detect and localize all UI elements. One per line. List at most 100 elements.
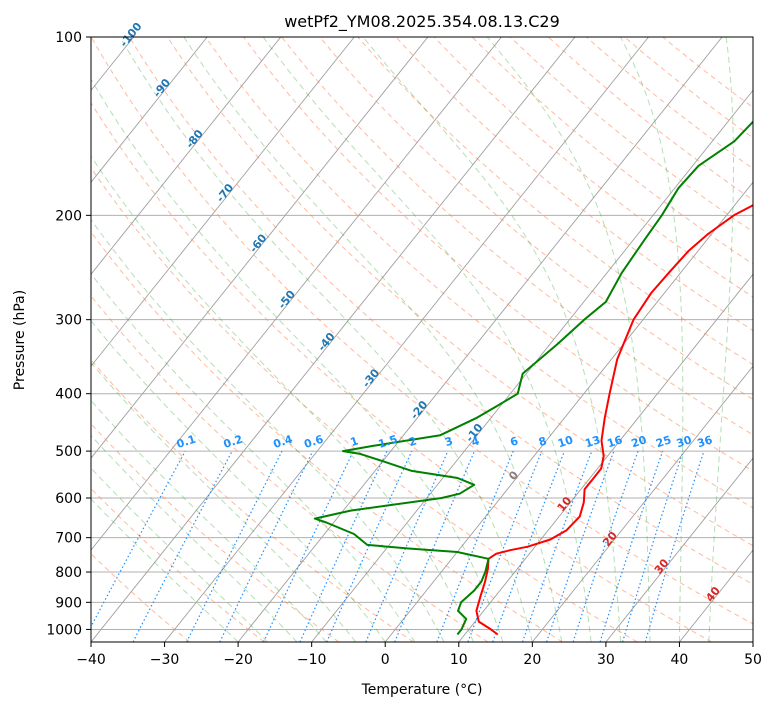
moist-adiabat (119, 37, 533, 642)
isotherm-label: -30 (360, 366, 383, 390)
mixing-ratio-line (365, 450, 449, 642)
isotherm-line (752, 641, 753, 642)
mixing-ratio-label: 20 (630, 433, 649, 450)
dry-adiabat (91, 295, 489, 642)
x-tick-label: −20 (223, 652, 253, 668)
moist-adiabat (91, 320, 386, 642)
mixing-ratio-line (326, 450, 413, 642)
mixing-ratio-line (599, 450, 664, 642)
isotherm-line (91, 37, 208, 183)
isotherm-line (91, 37, 502, 551)
mixing-ratio-label: 36 (696, 433, 715, 450)
mixing-ratio-label: 2 (407, 434, 418, 449)
mixing-ratio-line (91, 450, 186, 628)
y-tick-label: 800 (55, 565, 82, 581)
isotherm-line (0, 37, 60, 642)
mixing-ratio-line (572, 450, 639, 642)
x-tick-label: 0 (381, 652, 390, 668)
x-tick-label: −30 (150, 652, 180, 668)
isotherm-label: 20 (600, 529, 620, 549)
isotherm-line (458, 273, 753, 642)
y-tick-label: 700 (55, 531, 82, 547)
moist-adiabat (620, 37, 684, 642)
isotherm-line (605, 457, 753, 642)
y-axis-title: Pressure (hPa) (12, 290, 28, 390)
mixing-ratio-line (394, 450, 476, 642)
y-tick-label: 1000 (46, 622, 82, 638)
dry-adiabat (509, 37, 753, 233)
dry-adiabat (91, 102, 713, 642)
dry-adiabat (91, 37, 753, 625)
isotherm-label: 30 (652, 556, 672, 576)
dry-adiabat (128, 37, 753, 585)
mixing-ratio-line (546, 450, 615, 642)
plot-frame (90, 36, 754, 643)
x-tick-label: 40 (671, 652, 689, 668)
moist-adiabat (486, 37, 651, 642)
mixing-ratio-label: 1.5 (377, 433, 400, 451)
mixing-ratio-label: 13 (583, 433, 602, 450)
isotherm-line (531, 365, 753, 642)
isotherm-line (311, 89, 753, 642)
temperature-line (475, 204, 753, 636)
isotherm-line (91, 37, 282, 275)
mixing-ratio-label: 16 (605, 433, 624, 450)
isotherm-label: 10 (555, 494, 575, 514)
x-tick-label: 30 (597, 652, 615, 668)
dry-adiabat (166, 37, 753, 547)
moist-adiabat (91, 273, 416, 642)
isotherm-line (164, 37, 649, 642)
y-tick-label: 300 (55, 313, 82, 329)
mixing-ratio-label: 10 (556, 433, 575, 450)
mixing-ratio-line (219, 450, 314, 642)
mixing-ratio-line (644, 450, 705, 642)
mixing-ratio-line (262, 450, 354, 642)
series-layer (313, 97, 753, 636)
isotherm-label: -40 (315, 330, 338, 354)
dry-adiabat (586, 37, 753, 170)
background-lines (0, 37, 753, 642)
mixing-ratio-label: 0.1 (175, 433, 198, 451)
mixing-ratio-line (299, 450, 388, 642)
x-tick-label: 20 (523, 652, 541, 668)
x-tick-label: 50 (744, 652, 762, 668)
y-tick-label: 500 (55, 444, 82, 460)
dry-adiabat (548, 37, 753, 201)
moist-adiabat (91, 498, 239, 642)
moist-adiabat (91, 218, 445, 642)
mixing-ratio-label: 0.6 (302, 432, 325, 450)
mixing-ratio-label: 4 (470, 434, 482, 449)
mixing-ratio-label: 6 (509, 434, 521, 449)
mixing-ratio-label: 25 (654, 433, 673, 450)
dry-adiabat (319, 37, 753, 400)
isotherm-line (237, 37, 723, 642)
moist-adiabat (91, 434, 298, 642)
y-tick-label: 400 (55, 387, 82, 403)
x-tick-label: 10 (450, 652, 468, 668)
dry-adiabat (243, 37, 753, 472)
axes: −40 −30 −20 −10 0 10 20 30 40 5010020030040050060… (46, 30, 762, 668)
dry-adiabat (91, 167, 638, 642)
dry-adiabat (281, 37, 753, 436)
mixing-ratio-line (521, 450, 593, 642)
dry-adiabat (91, 231, 563, 642)
dry-adiabat (662, 37, 753, 109)
mixing-ratio-label: 0.4 (272, 432, 295, 450)
isotherm-label: -80 (183, 127, 206, 151)
dry-adiabat (357, 37, 753, 366)
mixing-ratio-label: 0.2 (222, 433, 245, 451)
isotherm-label: 0 (506, 468, 521, 482)
moist-adiabat (91, 78, 504, 642)
y-tick-label: 900 (55, 595, 82, 611)
mixing-ratio-label: 1 (349, 434, 360, 449)
isotherm-label: 40 (703, 584, 723, 604)
dry-adiabat (91, 422, 340, 642)
moist-adiabat (262, 37, 592, 642)
moist-adiabat (91, 467, 268, 642)
dry-adiabat (91, 487, 265, 642)
y-tick-label: 100 (55, 30, 82, 46)
isotherm-label: -20 (408, 398, 431, 422)
y-tick-label: 200 (55, 208, 82, 224)
isotherm-line (91, 37, 576, 642)
